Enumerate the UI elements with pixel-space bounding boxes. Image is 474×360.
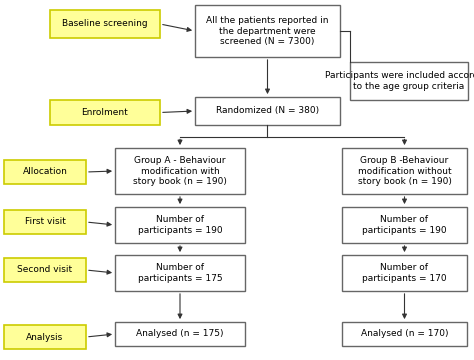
- Bar: [195, 97, 340, 125]
- Text: Group A - Behaviour
modification with
story book (n = 190): Group A - Behaviour modification with st…: [133, 156, 227, 186]
- Text: First visit: First visit: [25, 217, 65, 226]
- Bar: [115, 207, 245, 243]
- Bar: [115, 322, 245, 346]
- Bar: [115, 255, 245, 291]
- Text: Number of
participants = 190: Number of participants = 190: [362, 215, 447, 235]
- Text: Second visit: Second visit: [18, 266, 73, 274]
- Text: All the patients reported in
the department were
screened (N = 7300): All the patients reported in the departm…: [206, 16, 329, 46]
- Text: Analysed (n = 175): Analysed (n = 175): [136, 329, 224, 338]
- Text: Analysis: Analysis: [27, 333, 64, 342]
- Text: Allocation: Allocation: [23, 167, 67, 176]
- Bar: [350, 62, 468, 100]
- Bar: [50, 100, 160, 125]
- Bar: [342, 322, 467, 346]
- Text: Analysed (n = 170): Analysed (n = 170): [361, 329, 448, 338]
- Bar: [342, 255, 467, 291]
- Text: Participants were included according
to the age group criteria: Participants were included according to …: [325, 71, 474, 91]
- Bar: [342, 148, 467, 194]
- Bar: [195, 5, 340, 57]
- Text: Group B -Behaviour
modification without
story book (n = 190): Group B -Behaviour modification without …: [357, 156, 451, 186]
- Text: Number of
participants = 190: Number of participants = 190: [137, 215, 222, 235]
- Bar: [4, 210, 86, 234]
- Text: Enrolment: Enrolment: [82, 108, 128, 117]
- Bar: [4, 258, 86, 282]
- Bar: [342, 207, 467, 243]
- Bar: [50, 10, 160, 38]
- Text: Number of
participants = 175: Number of participants = 175: [137, 263, 222, 283]
- Text: Number of
participants = 170: Number of participants = 170: [362, 263, 447, 283]
- Bar: [115, 148, 245, 194]
- Bar: [4, 325, 86, 349]
- Text: Baseline screening: Baseline screening: [62, 19, 148, 28]
- Bar: [4, 160, 86, 184]
- Text: Randomized (N = 380): Randomized (N = 380): [216, 107, 319, 116]
